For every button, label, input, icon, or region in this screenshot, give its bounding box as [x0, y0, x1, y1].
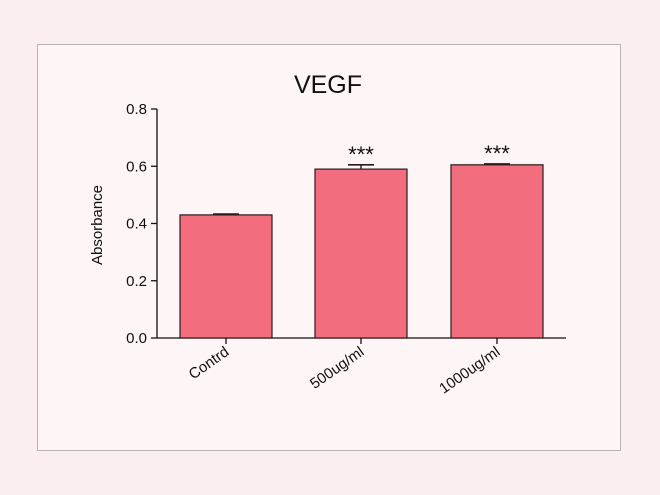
- y-tick-label: 0.8: [126, 101, 147, 118]
- significance-label-2: ***: [348, 142, 374, 167]
- bars: *** ***: [179, 141, 544, 339]
- y-tick-label: 0.6: [126, 158, 147, 175]
- y-tick-label: 0.4: [126, 216, 147, 233]
- bar-1: [179, 214, 273, 339]
- y-axis-label: Absorbance: [89, 185, 106, 265]
- bar-2: [314, 168, 408, 339]
- x-tick-label: 1000ug/ml: [436, 343, 503, 397]
- y-tick-label: 0.0: [126, 330, 147, 347]
- significance-label-3: ***: [484, 141, 510, 166]
- bar-chart: VEGF Absorbance 0.0 0.2 0.4 0.6 0.8 *** *** C…: [89, 71, 566, 397]
- x-axis-tick-labels: Contrd 500ug/ml 1000ug/ml: [186, 338, 503, 397]
- figure-card: VEGF Absorbance 0.0 0.2 0.4 0.6 0.8 *** *** C…: [37, 44, 621, 451]
- y-axis-ticks: 0.0 0.2 0.4 0.6 0.8: [126, 101, 157, 347]
- x-tick-label: 500ug/ml: [307, 343, 367, 392]
- bar-3: [450, 164, 544, 339]
- chart-title: VEGF: [294, 71, 362, 99]
- x-tick-label: Contrd: [186, 343, 233, 383]
- y-tick-label: 0.2: [126, 273, 147, 290]
